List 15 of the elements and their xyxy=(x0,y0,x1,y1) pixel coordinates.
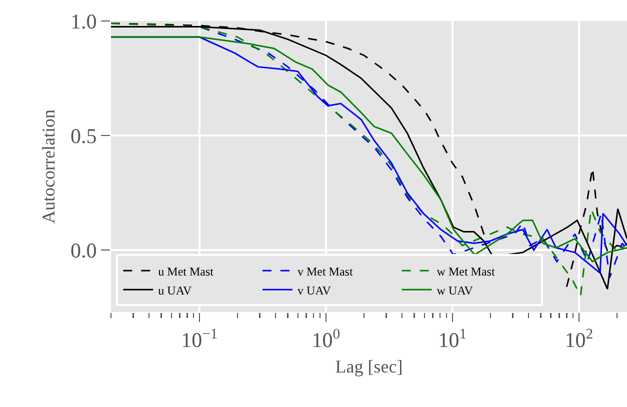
x-tick-label: 10$^{1}$ xyxy=(438,326,467,352)
y-tick-label: 0.5 xyxy=(70,124,97,148)
x-tick-label: 10$^{0}$ xyxy=(312,326,340,352)
legend-label: w UAV xyxy=(436,283,474,298)
legend-label: w Met Mast xyxy=(436,264,496,278)
legend-label: v UAV xyxy=(297,283,332,298)
y-tick-label: 1.0 xyxy=(70,9,97,34)
y-axis-title: Autocorrelation xyxy=(38,110,59,224)
legend-label: u Met Mast xyxy=(158,264,214,278)
legend-label: v Met Mast xyxy=(297,264,354,278)
y-tick-label: 0.0 xyxy=(70,238,97,262)
x-axis-title: Lag [sec] xyxy=(335,356,403,376)
x-tick-label: 10$^{2}$ xyxy=(564,326,594,352)
legend-label: u UAV xyxy=(158,283,192,298)
x-tick-label: 10$^{−1}$ xyxy=(181,326,218,352)
